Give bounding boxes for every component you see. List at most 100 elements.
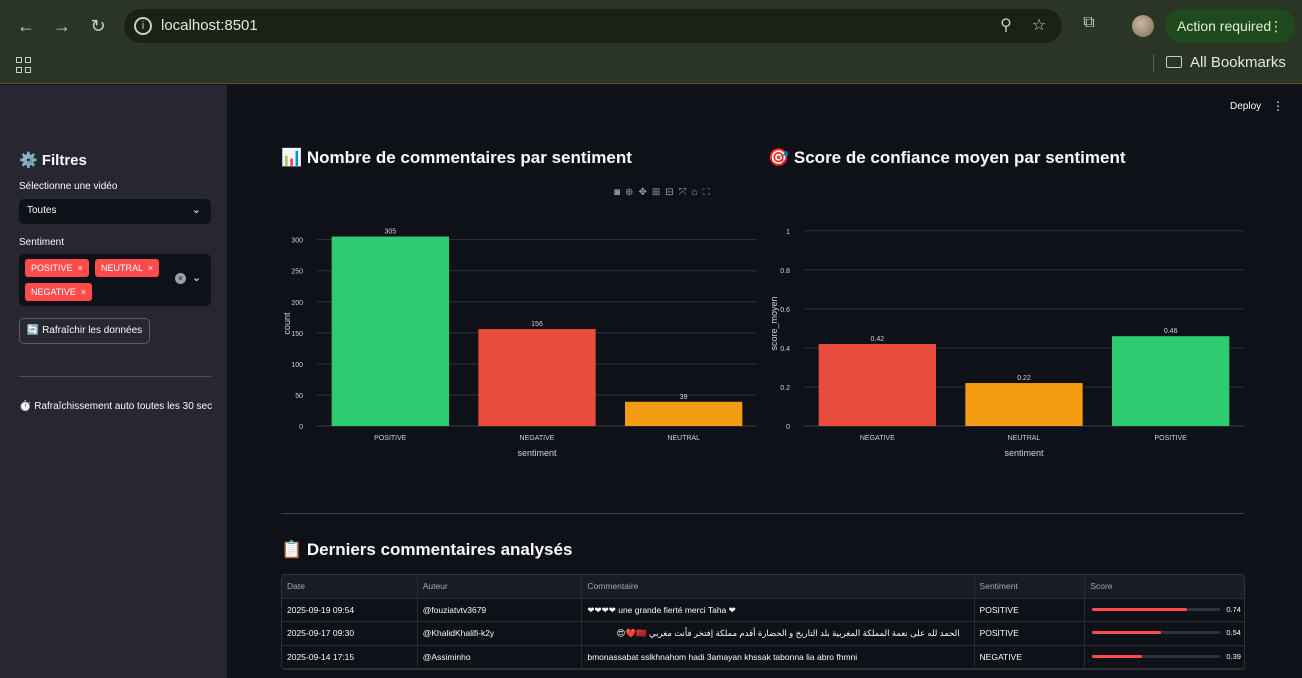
action-required-button[interactable]: Action required ⋮ xyxy=(1165,9,1295,43)
refresh-button[interactable]: 🔄 Rafraîchir les données xyxy=(19,318,150,344)
bar xyxy=(818,344,936,426)
zoom-icon[interactable]: ⊕ xyxy=(625,187,639,198)
score-cell: 0.39 xyxy=(1085,646,1244,669)
zoom-out-icon[interactable]: ⊟ xyxy=(665,187,679,198)
y-tick-label: 0 xyxy=(786,424,790,431)
remove-tag-icon[interactable]: × xyxy=(80,287,87,297)
y-tick-label: 100 xyxy=(291,362,303,369)
main-menu-icon[interactable]: ⋮ xyxy=(1272,99,1284,113)
all-bookmarks-button[interactable]: All Bookmarks xyxy=(1166,54,1286,71)
column-header[interactable]: Score xyxy=(1090,581,1113,591)
deploy-button[interactable]: Deploy xyxy=(1230,101,1262,112)
y-tick-label: 0.2 xyxy=(780,385,790,392)
x-tick-label: POSITIVE xyxy=(1155,435,1188,442)
y-tick-label: 0.6 xyxy=(780,307,790,314)
autoscale-icon[interactable]: ⤧ xyxy=(678,187,692,198)
folder-icon xyxy=(1166,56,1182,68)
data-label: 39 xyxy=(680,394,688,401)
table-cell: 2025-09-14 17:15 xyxy=(282,645,418,668)
url-text[interactable]: localhost:8501 xyxy=(161,17,258,34)
table-cell: الحمد لله على نعمة المملكة المغربية بلد … xyxy=(582,622,975,645)
extensions-icon[interactable]: ⧉ xyxy=(1083,14,1095,31)
tag-neutral[interactable]: NEUTRAL × xyxy=(95,259,160,277)
all-bookmarks-label: All Bookmarks xyxy=(1190,54,1286,71)
bar xyxy=(1112,336,1230,426)
score-value: 0.54 xyxy=(1226,628,1241,637)
bar xyxy=(478,329,596,426)
forward-icon[interactable]: → xyxy=(53,16,71,36)
home-icon[interactable]: ⌂ xyxy=(691,187,703,198)
x-tick-label: NEUTRAL xyxy=(667,435,700,442)
column-header[interactable]: Date xyxy=(282,575,418,598)
comments-table[interactable]: Date Auteur Commentaire Sentiment Score … xyxy=(281,574,1245,670)
plot-modebar[interactable]: ◙⊕✥⊞⊟⤧⌂⛶ xyxy=(614,187,715,198)
address-bar[interactable]: i localhost:8501 ⚲ ☆ xyxy=(124,9,1062,43)
data-label: 0.46 xyxy=(1164,328,1178,335)
table-cell: 2025-09-17 09:30 xyxy=(282,622,418,645)
data-label: 0.42 xyxy=(871,336,885,343)
zoom-in-icon[interactable]: ⊞ xyxy=(651,187,666,198)
table-title: 📋 Derniers commentaires analysés xyxy=(281,540,573,559)
score-bar-fill xyxy=(1092,607,1188,611)
score-bar-track xyxy=(1092,631,1221,634)
zoom-icon[interactable]: ⚲ xyxy=(1000,17,1012,34)
sidebar-divider xyxy=(19,376,211,377)
video-select[interactable]: Toutes ⌄ xyxy=(19,199,211,224)
site-info-icon[interactable]: i xyxy=(134,17,152,35)
main-content: Deploy ⋮ 📊 Nombre de commentaires par se… xyxy=(227,85,1302,678)
apps-grid-icon[interactable] xyxy=(16,57,32,73)
reload-icon[interactable]: ↻ xyxy=(90,16,106,36)
column-header[interactable]: Auteur xyxy=(418,575,583,598)
score-cell: 0.54 xyxy=(1085,622,1244,645)
table-row[interactable]: 2025-09-14 17:15 @Assiminho bmonassabat ss… xyxy=(282,645,1244,669)
score-value: 0.74 xyxy=(1226,604,1241,614)
video-select-value: Toutes xyxy=(27,205,57,216)
table-body: 2025-09-19 09:54 @fouziatvtv3679 ❤❤❤❤ une … xyxy=(282,598,1244,669)
table-cell: 2025-09-19 09:54 xyxy=(282,598,418,621)
camera-icon[interactable]: ◙ xyxy=(614,187,626,198)
bar xyxy=(625,401,743,426)
bar xyxy=(965,383,1083,426)
back-icon[interactable]: ← xyxy=(17,16,35,36)
clear-all-icon[interactable]: × xyxy=(175,273,186,284)
table-header: Date Auteur Commentaire Sentiment Score xyxy=(282,575,1244,599)
tag-positive[interactable]: POSITIVE × xyxy=(25,259,89,277)
table-cell: @Assiminho xyxy=(418,645,583,668)
bookmarks-divider xyxy=(1153,54,1154,72)
pan-icon[interactable]: ✥ xyxy=(638,187,652,198)
data-label: 305 xyxy=(384,229,396,236)
table-row[interactable]: 2025-09-17 09:30 @KhalidKhalifi-k2y الحمد … xyxy=(282,622,1244,646)
count-chart-title: 📊 Nombre de commentaires par sentiment xyxy=(281,148,632,167)
action-required-label: Action required xyxy=(1177,18,1272,34)
table-cell: @fouziatvtv3679 xyxy=(418,598,583,621)
browser-toolbar: ← → ↻ i localhost:8501 ⚲ ☆ ⧉ Action requ… xyxy=(0,0,1302,52)
y-tick-label: 250 xyxy=(291,269,303,276)
y-tick-label: 300 xyxy=(291,238,303,245)
sidebar: ⚙️ Filtres Sélectionne une vidéo Toutes … xyxy=(0,85,227,678)
score-bar-chart[interactable]: 0 0.2 0.4 0.6 0.8 1 0.42 NEGATIVE 0.22 NEUTRAL 0.4… xyxy=(768,213,1258,468)
star-icon[interactable]: ☆ xyxy=(1031,17,1047,34)
y-tick-label: 150 xyxy=(291,331,303,338)
score-bar-track xyxy=(1092,654,1221,658)
data-label: 0.22 xyxy=(1017,375,1031,382)
count-bar-chart[interactable]: 0 50 100 150 200 250 300 305 POSITIVE 156 NEGATIVE… xyxy=(281,213,771,468)
sidebar-title: ⚙️ Filtres xyxy=(19,152,87,169)
y-tick-label: 50 xyxy=(295,393,303,400)
section-divider xyxy=(281,513,1245,514)
score-value: 0.39 xyxy=(1226,651,1241,661)
remove-tag-icon[interactable]: × xyxy=(77,263,83,273)
video-select-label: Sélectionne une vidéo xyxy=(19,181,118,192)
table-row[interactable]: 2025-09-19 09:54 @fouziatvtv3679 ❤❤❤❤ une … xyxy=(282,598,1244,622)
auto-refresh-note: ⏱️ Rafraîchissement auto toutes les 30 s… xyxy=(19,401,213,412)
chevron-down-icon[interactable]: ⌄ xyxy=(192,272,202,284)
x-axis-title: sentiment xyxy=(1004,448,1044,458)
sentiment-multiselect[interactable]: POSITIVE × NEUTRAL × NEGATIVE × × ⌄ xyxy=(19,254,211,306)
score-chart-title: 🎯 Score de confiance moyen par sentiment xyxy=(768,148,1126,167)
remove-tag-icon[interactable]: × xyxy=(148,263,154,273)
tag-negative[interactable]: NEGATIVE × xyxy=(25,283,93,301)
column-header[interactable]: Commentaire xyxy=(582,575,975,598)
fullscreen-icon[interactable]: ⛶ xyxy=(702,187,715,198)
column-header[interactable]: Sentiment xyxy=(975,575,1086,598)
profile-avatar[interactable] xyxy=(1132,15,1154,37)
table-cell: bmonassabat sslkhnahom hadi 3amayan khss… xyxy=(582,645,975,668)
